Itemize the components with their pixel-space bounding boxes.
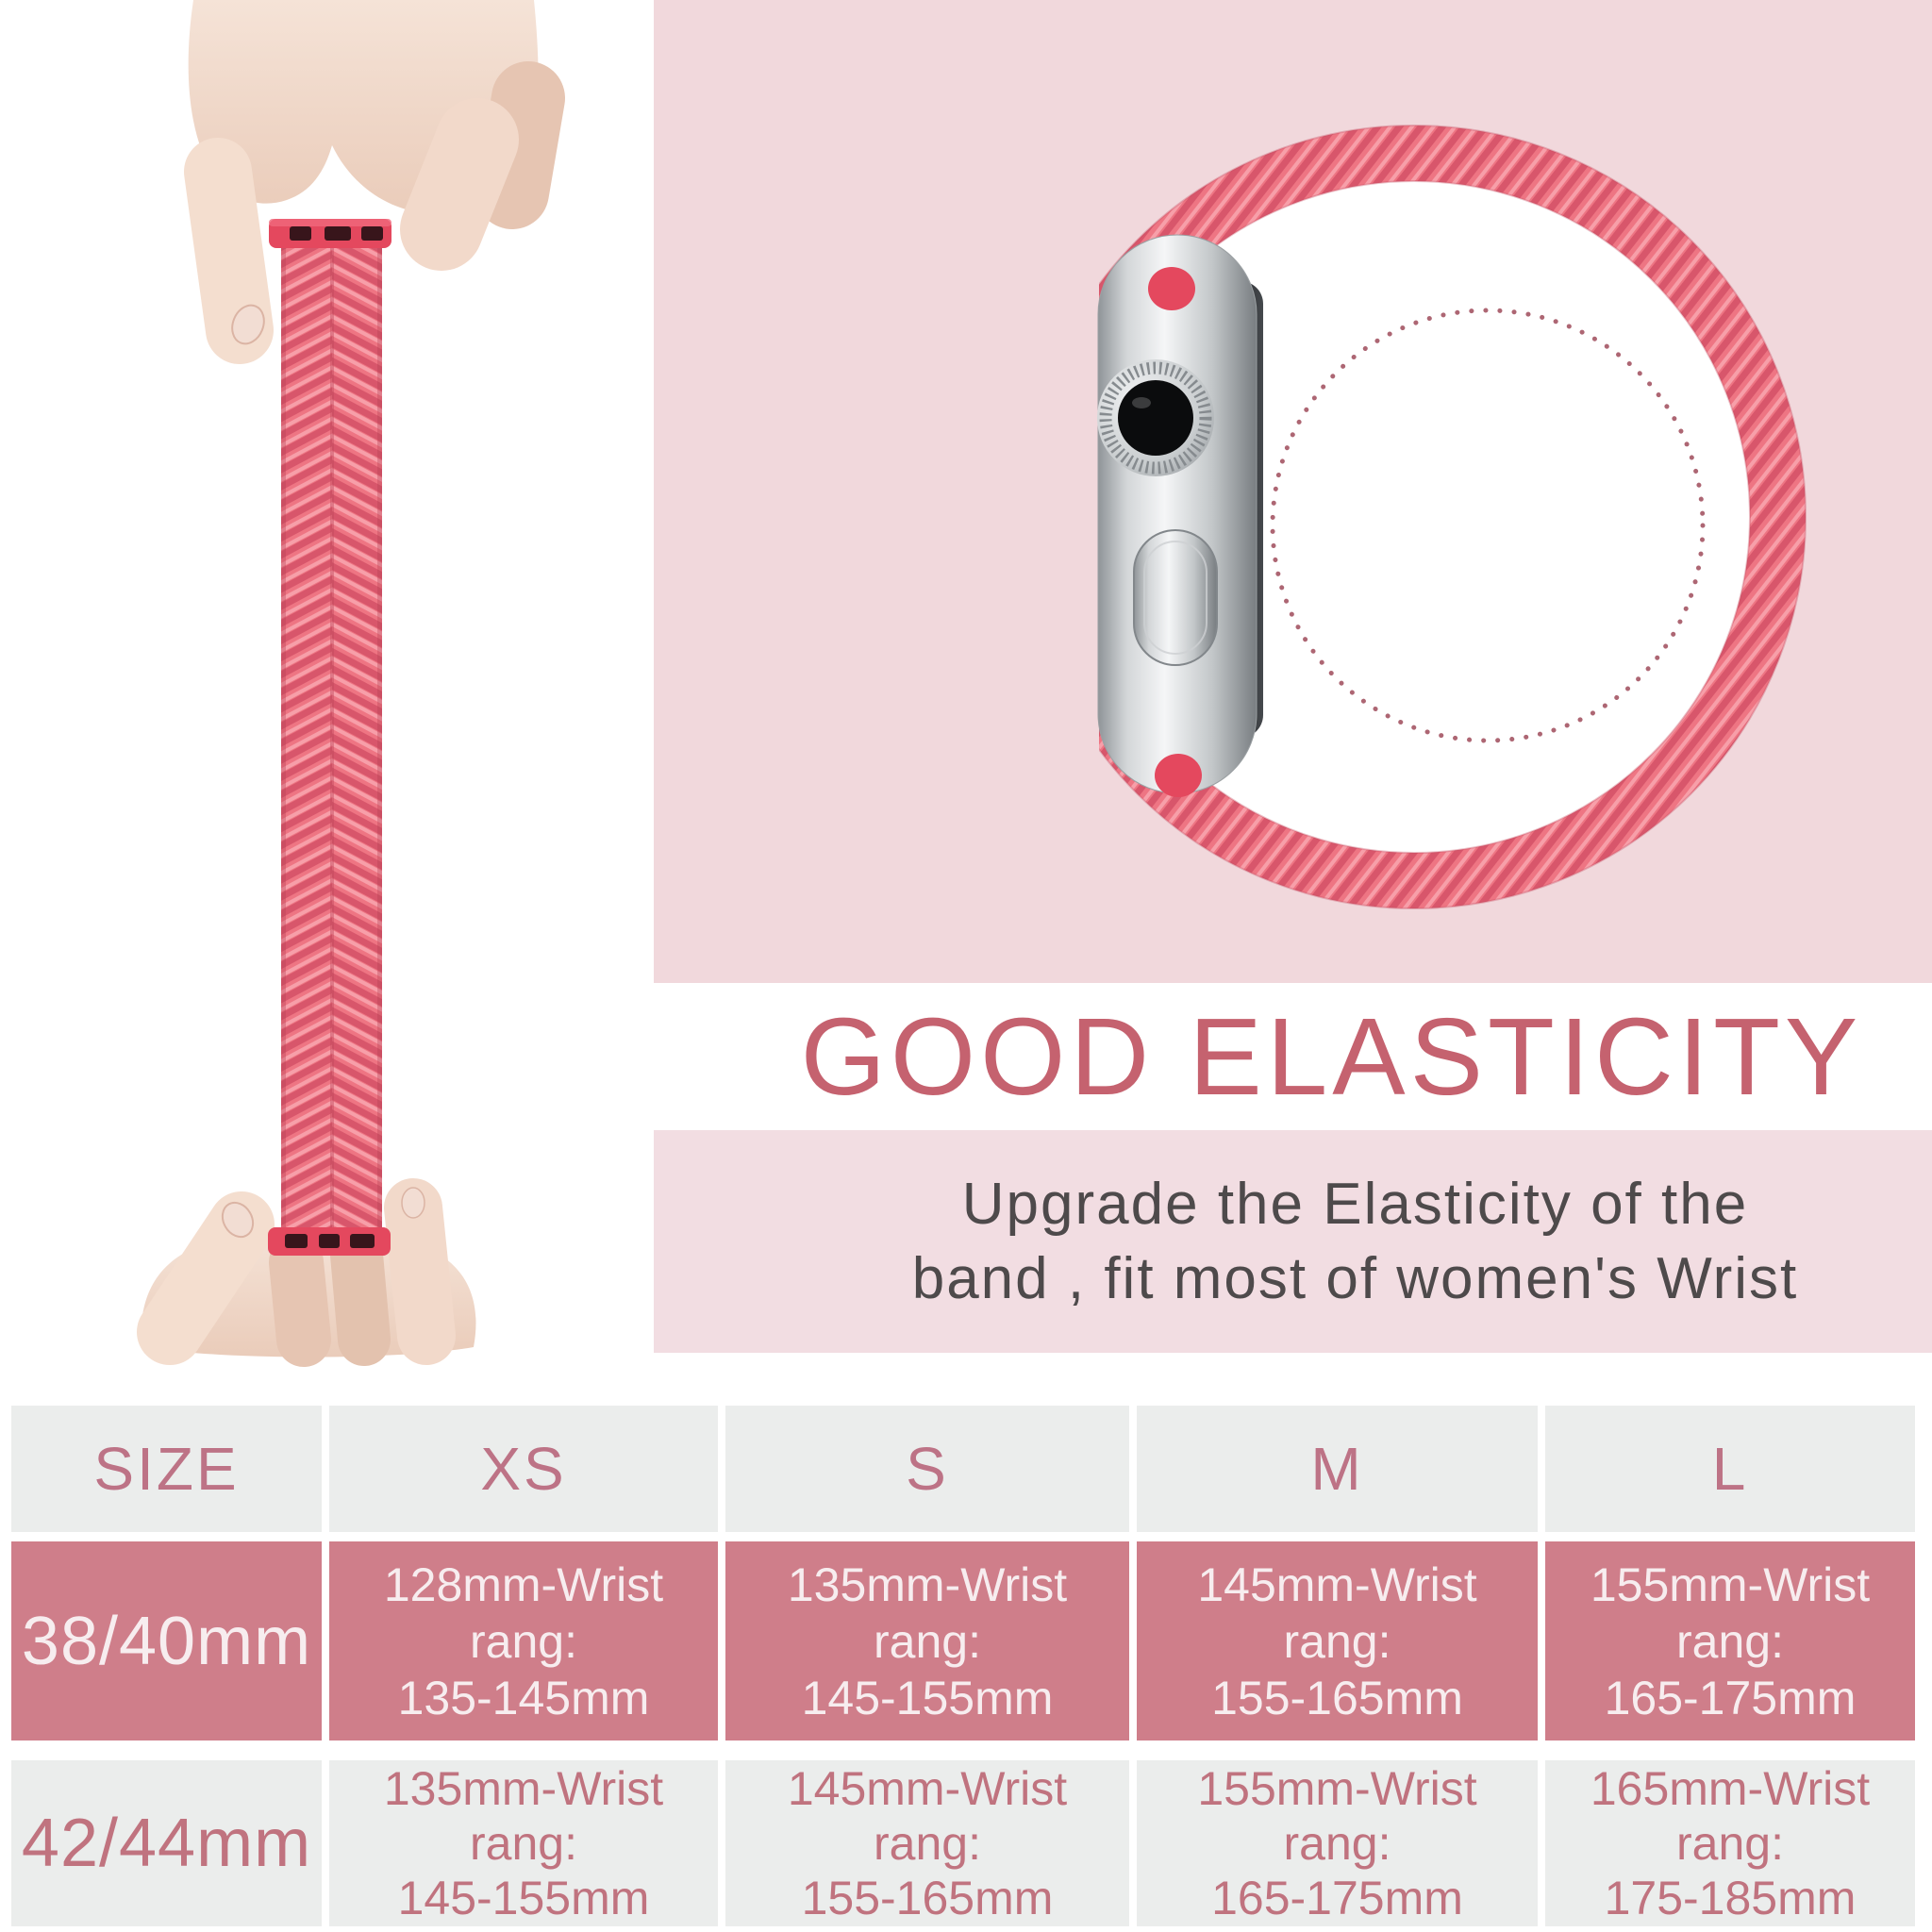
size-table: SIZE XS S M L 38/40mm 128mm-Wrist rang: … [11, 1406, 1915, 1926]
cell-38-40-xs: 128mm-Wrist rang: 135-145mm [329, 1541, 718, 1740]
subtitle-text: Upgrade the Elasticity of the band , fit… [911, 1172, 1799, 1311]
left-photo-panel [0, 0, 654, 1406]
band-connector-bottom [1155, 754, 1202, 797]
hand-holding-band-photo [137, 0, 565, 1367]
cell-42-44-m: 155mm-Wrist rang: 165-175mm [1137, 1760, 1538, 1926]
table-row-38-40mm: 38/40mm 128mm-Wrist rang: 135-145mm 135m… [11, 1541, 1915, 1740]
bottom-hand [137, 1178, 476, 1367]
headline: GOOD ELASTICITY [800, 995, 1863, 1118]
table-header-row: SIZE XS S M L [11, 1406, 1915, 1532]
cell-38-40-l: 155mm-Wrist rang: 165-175mm [1545, 1541, 1915, 1740]
cell-38-40-s: 135mm-Wrist rang: 145-155mm [725, 1541, 1129, 1740]
table-header-m: M [1137, 1406, 1538, 1532]
band-connector-top [1148, 267, 1195, 310]
side-button [1133, 529, 1218, 666]
wrist-size-dotted-circle [1270, 308, 1706, 743]
thumb-nail [221, 1201, 255, 1239]
table-row-42-44mm: 42/44mm 135mm-Wrist rang: 145-155mm 145m… [11, 1760, 1915, 1926]
band-top-adapter [269, 219, 391, 248]
watch-loop-illustration [654, 0, 1807, 983]
cell-42-44-s: 145mm-Wrist rang: 155-165mm [725, 1760, 1129, 1926]
band-bottom-adapter [268, 1227, 391, 1256]
subtitle-band: Upgrade the Elasticity of the band , fit… [654, 1130, 1932, 1353]
watch-panel [654, 0, 1932, 983]
watch-case [1097, 234, 1257, 794]
headline-band: GOOD ELASTICITY [654, 983, 1932, 1130]
braided-band-strap [281, 243, 382, 1232]
apple-watch-side-view [1097, 234, 1263, 797]
table-header-xs: XS [329, 1406, 718, 1532]
row-label-42-44mm: 42/44mm [11, 1760, 322, 1926]
top-hand [184, 0, 565, 364]
row-label-38-40mm: 38/40mm [11, 1541, 322, 1740]
cell-38-40-m: 145mm-Wrist rang: 155-165mm [1137, 1541, 1538, 1740]
thumb-nail [231, 304, 265, 345]
table-header-s: S [725, 1406, 1129, 1532]
cell-42-44-xs: 135mm-Wrist rang: 145-155mm [329, 1760, 718, 1926]
cell-42-44-l: 165mm-Wrist rang: 175-185mm [1545, 1760, 1915, 1926]
table-header-l: L [1545, 1406, 1915, 1532]
finger-nail [401, 1187, 425, 1219]
table-header-size: SIZE [11, 1406, 322, 1532]
